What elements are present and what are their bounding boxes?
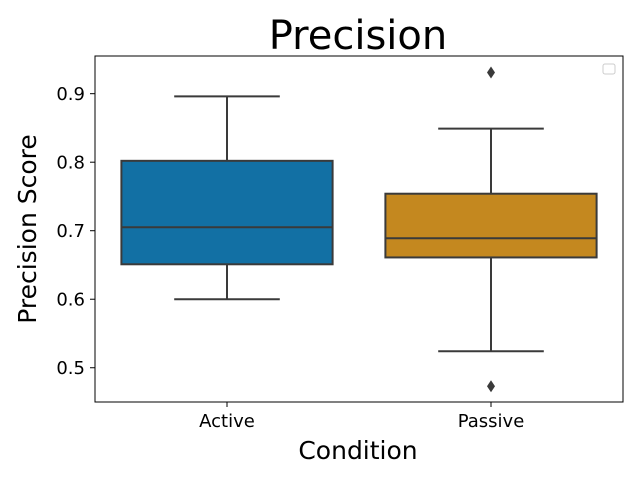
chart-title: Precision xyxy=(269,13,447,59)
y-tick-label: 0.5 xyxy=(56,358,85,379)
box-active xyxy=(120,95,334,301)
box-passive xyxy=(384,66,598,393)
x-axis-ticks: Active Passive xyxy=(199,402,524,432)
y-tick-label: 0.7 xyxy=(56,221,85,242)
outlier-point xyxy=(487,66,495,79)
y-tick-label: 0.9 xyxy=(56,84,85,105)
box-series xyxy=(120,66,598,393)
y-tick-label: 0.6 xyxy=(56,290,85,311)
box-iqr xyxy=(120,159,334,266)
x-axis-label: Condition xyxy=(298,436,417,465)
y-tick-label: 0.8 xyxy=(56,153,85,174)
plot-frame xyxy=(94,55,624,403)
legend-box xyxy=(602,63,616,75)
outlier-point xyxy=(487,380,495,393)
y-axis-label: Precision Score xyxy=(13,134,42,324)
x-tick-label: Active xyxy=(199,411,255,432)
y-axis-ticks: 0.5 0.6 0.7 0.8 0.9 xyxy=(56,84,95,379)
box-iqr xyxy=(384,192,598,259)
x-tick-label: Passive xyxy=(458,411,525,432)
